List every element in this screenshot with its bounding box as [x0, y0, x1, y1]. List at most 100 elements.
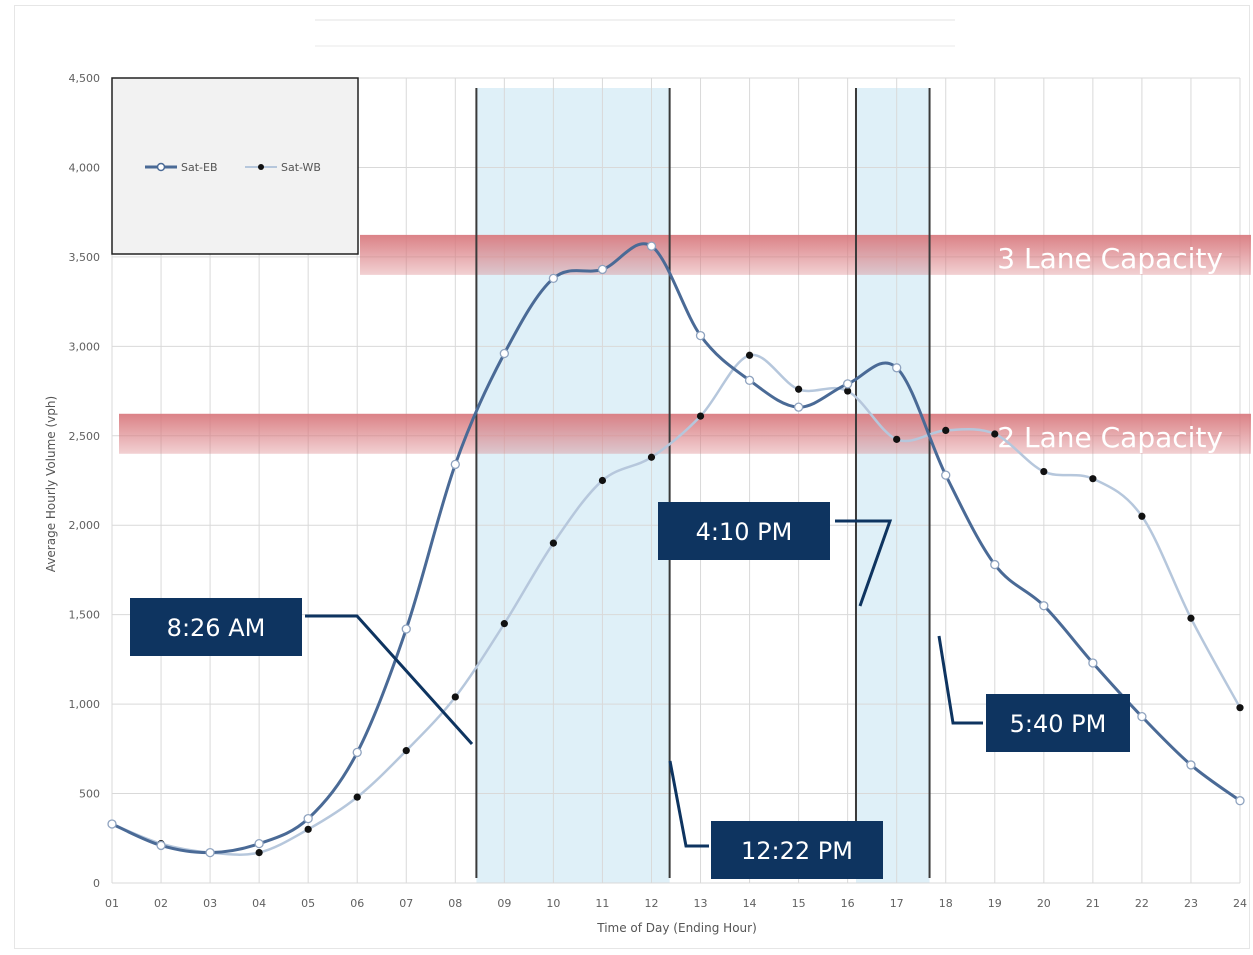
x-tick-label: 12 — [644, 897, 658, 910]
callout-box-5-40-pm — [986, 694, 1130, 752]
point-sat-eb-12 — [646, 241, 657, 251]
x-axis-title: Time of Day (Ending Hour) — [596, 921, 757, 935]
shaded-period-2 — [855, 88, 930, 883]
y-axis-title: Average Hourly Volume (vph) — [44, 396, 58, 572]
point-sat-eb-05 — [303, 813, 313, 824]
point-sat-wb-06 — [353, 793, 361, 801]
x-tick-label: 14 — [743, 897, 757, 910]
point-sat-eb-22 — [1137, 711, 1147, 722]
callout-box-8-26-am — [130, 598, 302, 656]
point-sat-wb-22 — [1138, 512, 1146, 520]
point-sat-wb-04 — [255, 848, 263, 857]
callout-label-12-22-pm: 12:22 PM — [741, 837, 853, 865]
legend-marker-sat-wb — [258, 164, 264, 170]
x-tick-label: 03 — [203, 897, 217, 910]
point-sat-wb-21 — [1089, 475, 1097, 483]
point-sat-eb-08 — [450, 459, 460, 470]
callout-label-4-10-pm: 4:10 PM — [696, 518, 793, 546]
series-lines — [107, 241, 1245, 858]
point-sat-wb-15 — [795, 385, 803, 393]
point-sat-eb-16 — [843, 379, 853, 389]
x-tick-label: 01 — [105, 897, 119, 910]
point-sat-wb-14 — [745, 351, 754, 359]
y-tick-label: 0 — [93, 877, 100, 890]
axis-ticks: 0 500 1,000 1,500 2,000 2,500 3,000 3,500 4,000 4… — [69, 72, 1248, 910]
x-tick-label: 07 — [399, 897, 413, 910]
point-sat-eb-13 — [695, 330, 706, 341]
point-sat-wb-07 — [402, 747, 410, 755]
point-sat-eb-09 — [499, 348, 509, 359]
y-tick-label: 2,000 — [69, 519, 101, 532]
point-sat-eb-20 — [1039, 601, 1049, 611]
point-sat-wb-13 — [696, 412, 705, 420]
x-tick-label: 11 — [595, 897, 609, 910]
y-tick-label: 2,500 — [69, 430, 101, 443]
callout-label-5-40-pm: 5:40 PM — [1010, 710, 1107, 738]
point-sat-eb-10 — [548, 273, 559, 284]
x-tick-label: 09 — [497, 897, 511, 910]
line-chart: 3 Lane Capacity 2 Lane Capacity 0 500 1,000… — [44, 19, 1251, 935]
point-sat-eb-15 — [793, 402, 804, 412]
point-sat-wb-12 — [647, 453, 656, 461]
x-tick-label: 16 — [841, 897, 855, 910]
point-sat-eb-17 — [892, 363, 902, 373]
x-tick-label: 20 — [1037, 897, 1051, 910]
legend: Sat-EB Sat-WB — [111, 77, 359, 255]
y-tick-label: 3,500 — [69, 251, 101, 264]
point-sat-eb-02 — [156, 840, 166, 851]
y-tick-label: 4,500 — [69, 72, 101, 85]
point-sat-eb-21 — [1088, 658, 1098, 668]
x-tick-label: 06 — [350, 897, 364, 910]
x-tick-label: 08 — [448, 897, 462, 910]
point-sat-wb-10 — [549, 539, 557, 547]
x-tick-label: 02 — [154, 897, 168, 910]
point-sat-wb-09 — [500, 620, 508, 628]
x-tick-label: 18 — [939, 897, 953, 910]
point-sat-wb-18 — [942, 426, 950, 435]
x-tick-label: 22 — [1135, 897, 1149, 910]
callouts: 8:26 AM 12:22 PM 4:10 PM 5:40 PM — [130, 502, 1130, 879]
chart-frame: 3 Lane Capacity 2 Lane Capacity 0 500 1,000… — [14, 5, 1251, 949]
x-tick-label: 04 — [252, 897, 266, 910]
x-tick-label: 13 — [694, 897, 708, 910]
x-tick-label: 19 — [988, 897, 1002, 910]
shaded-periods — [476, 88, 930, 883]
y-tick-label: 1,000 — [69, 698, 101, 711]
x-tick-label: 17 — [890, 897, 904, 910]
point-sat-eb-11 — [597, 264, 608, 275]
y-tick-label: 4,000 — [69, 161, 101, 174]
point-sat-wb-19 — [991, 430, 999, 438]
capacity-bands: 3 Lane Capacity 2 Lane Capacity — [119, 234, 1251, 454]
x-tick-label: 24 — [1233, 897, 1247, 910]
legend-label-sat-wb: Sat-WB — [281, 161, 321, 174]
capacity-label-3-lane-capacity: 3 Lane Capacity — [997, 242, 1223, 275]
capacity-label-2-lane-capacity: 2 Lane Capacity — [997, 421, 1223, 454]
legend-label-sat-eb: Sat-EB — [181, 161, 218, 174]
callout-box-4-10-pm — [658, 502, 830, 560]
time-marker-lines — [475, 88, 931, 878]
callout-leader-12-22-pm — [668, 760, 709, 848]
title-area — [315, 19, 955, 47]
point-sat-wb-20 — [1040, 467, 1048, 476]
point-sat-eb-01 — [107, 819, 117, 829]
point-sat-eb-07 — [401, 624, 411, 634]
point-sat-wb-05 — [304, 825, 312, 833]
point-sat-eb-19 — [990, 559, 1000, 570]
y-tick-label: 500 — [79, 788, 100, 801]
point-sat-wb-16 — [844, 387, 852, 395]
point-sat-eb-24 — [1235, 796, 1245, 806]
x-tick-label: 15 — [792, 897, 806, 910]
point-sat-wb-23 — [1187, 614, 1195, 622]
callout-leader-5-40-pm — [937, 635, 983, 725]
capacity-band-3-lane-capacity — [360, 234, 1251, 275]
point-sat-eb-14 — [744, 375, 755, 385]
series-line-sat-wb — [111, 353, 1242, 856]
y-tick-label: 3,000 — [69, 340, 101, 353]
callout-leader-4-10-pm — [835, 519, 893, 607]
x-tick-label: 05 — [301, 897, 315, 910]
shaded-period-1 — [476, 88, 670, 883]
point-sat-eb-04 — [254, 838, 264, 849]
point-sat-eb-03 — [205, 847, 215, 858]
y-tick-label: 1,500 — [69, 609, 101, 622]
legend-marker-sat-eb — [156, 162, 166, 172]
